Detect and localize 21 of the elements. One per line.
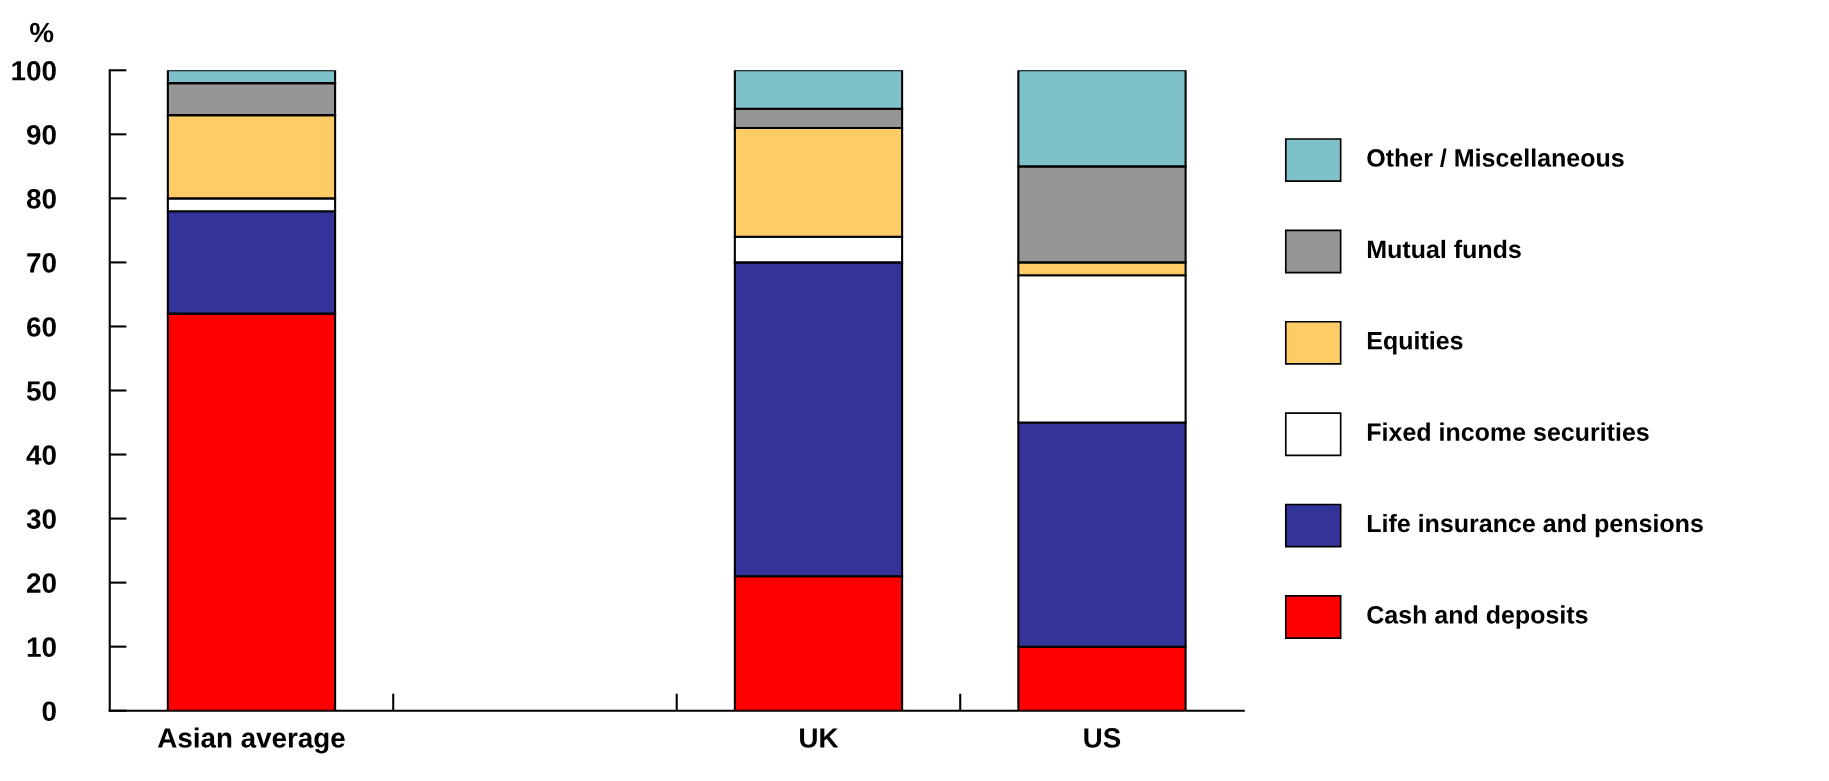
y-tick-label: 50	[26, 381, 56, 401]
y-tick-label: 100	[12, 60, 56, 81]
x-tick-label: UK	[800, 728, 839, 748]
y-tick-label: 70	[27, 253, 56, 273]
legend-label: Mutual funds	[1367, 239, 1521, 259]
y-tick-label: 80	[26, 189, 56, 209]
y-tick-label: 10	[27, 637, 56, 658]
y-axis-title: %	[30, 22, 54, 43]
legend-label: Cash and deposits	[1367, 605, 1588, 629]
y-tick-label: 30	[26, 509, 56, 529]
y-tick-label: 90	[27, 125, 56, 145]
x-tick-label: US	[1084, 728, 1121, 748]
y-tick-label: 0	[42, 701, 56, 722]
x-tick-label: Asian average	[157, 727, 345, 754]
legend-label: Other / Miscellaneous	[1367, 148, 1624, 168]
legend-label: Life insurance and pensions	[1367, 513, 1703, 538]
legend-label: Equities	[1367, 331, 1463, 355]
y-tick-label: 20	[27, 573, 56, 593]
y-tick-label: 60	[27, 317, 56, 337]
y-tick-label: 40	[26, 445, 56, 465]
legend-label: Fixed income securities	[1367, 422, 1649, 441]
